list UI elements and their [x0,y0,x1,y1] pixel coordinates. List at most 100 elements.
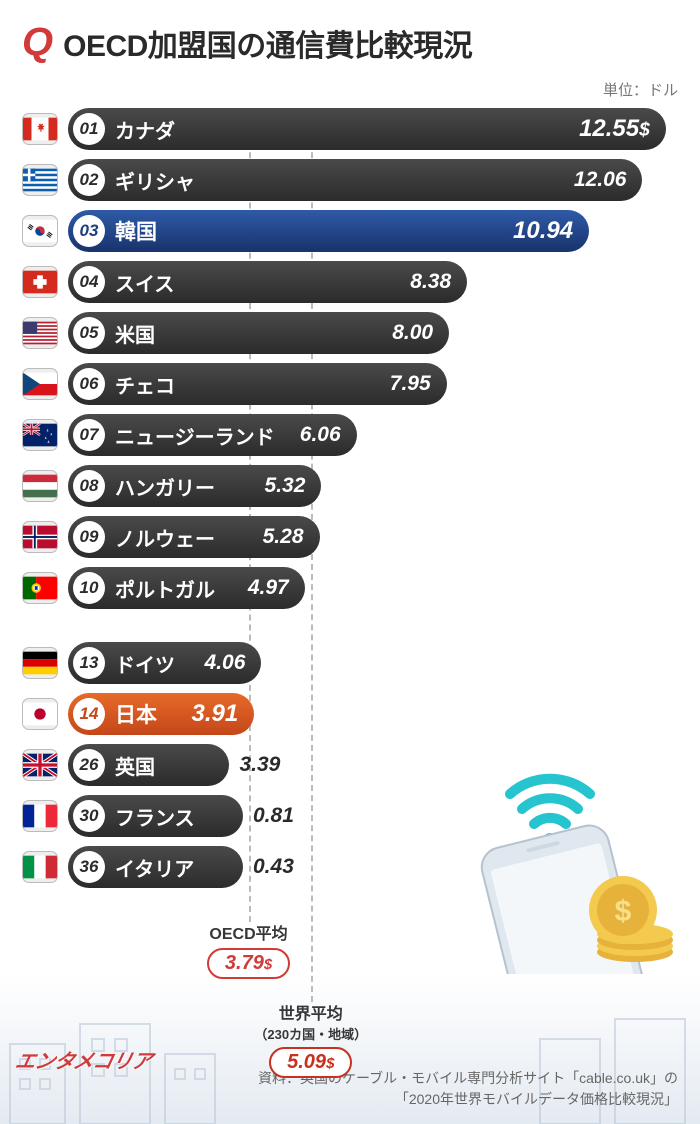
source-line-2: 「2020年世界モバイルデータ価格比較現況」 [258,1089,678,1110]
flag-icon [22,215,58,247]
value-label: 12.55$ [579,115,650,143]
country-label: イタリア [115,853,194,882]
flag-icon [22,266,58,298]
rank-badge: 04 [73,266,105,298]
world-average-box: 世界平均（230カ国・地域）5.09$ [251,1006,371,1078]
rank-number: 36 [80,857,99,877]
q-icon: Q [22,20,53,65]
rank-badge: 30 [73,800,105,832]
bar: 03 韓国 10.94 [68,210,589,252]
rank-badge: 36 [73,851,105,883]
value-label: 8.00 [392,321,433,345]
chart-row: 0.43 36 イタリア [22,846,678,888]
unit-label: 単位：ドル [22,79,678,100]
country-label: 英国 [115,751,155,780]
rank-badge: 09 [73,521,105,553]
bar: 36 イタリア [68,846,243,888]
value-label: 10.94 [513,217,573,245]
value-label: 0.81 [253,804,294,828]
bar: 09 ノルウェー 5.28 [68,516,320,558]
value-label: 5.28 [263,525,304,549]
chart-row: 07 ニュージーランド 6.06 [22,414,678,456]
flag-icon [22,317,58,349]
flag-icon [22,572,58,604]
flag-icon [22,851,58,883]
svg-text:$: $ [615,895,632,928]
bar: 10 ポルトガル 4.97 [68,567,305,609]
country-label: ギリシャ [115,166,195,195]
rank-badge: 05 [73,317,105,349]
value-label: 5.32 [265,474,306,498]
flag-icon [22,647,58,679]
country-label: ハンガリー [115,472,215,501]
flag-icon [22,419,58,451]
bar: 01 カナダ 12.55$ [68,108,666,150]
brand-logo: エンタメコリア [13,1045,155,1074]
bar: 13 ドイツ 4.06 [68,642,261,684]
chart-row: 3.39 26 英国 [22,744,678,786]
rank-number: 13 [80,653,99,673]
value-label: 12.06 [574,168,627,192]
country-label: ノルウェー [115,523,215,552]
country-label: ドイツ [115,649,175,678]
bar-chart: 01 カナダ 12.55$ 02 ギリシャ 12.06 03 韓国 10.94 04スイス8.38… [22,108,678,888]
avg-value-pill: 3.79$ [207,948,290,979]
value-label: 0.43 [253,855,294,879]
flag-icon [22,164,58,196]
rank-badge: 07 [73,419,105,451]
value-label: 6.06 [300,423,341,447]
chart-row: 13 ドイツ 4.06 [22,642,678,684]
rank-badge: 06 [73,368,105,400]
rank-number: 09 [80,527,99,547]
avg-title: OECD平均 [189,926,309,944]
rank-badge: 03 [73,215,105,247]
bar: 04スイス8.38 [68,261,467,303]
rank-badge: 10 [73,572,105,604]
value-label: 4.97 [248,576,289,600]
oecd-average-box: OECD平均 3.79$ [189,926,309,979]
value-label: 7.95 [390,372,431,396]
flag-icon [22,113,58,145]
rank-badge: 08 [73,470,105,502]
country-label: ニュージーランド [115,421,275,450]
flag-icon [22,698,58,730]
flag-icon [22,800,58,832]
rank-badge: 26 [73,749,105,781]
avg-value-pill: 5.09$ [269,1047,352,1078]
chart-row: 04スイス8.38 [22,261,678,303]
value-label: 3.39 [239,753,280,777]
country-label: ポルトガル [115,574,215,603]
bar: 07 ニュージーランド 6.06 [68,414,357,456]
chart-row: 08 ハンガリー 5.32 [22,465,678,507]
bar: 14日本3.91 [68,693,254,735]
flag-icon [22,470,58,502]
chart-row: 05 米国 8.00 [22,312,678,354]
rank-number: 14 [80,704,99,724]
rank-number: 02 [80,170,99,190]
rank-number: 04 [80,272,99,292]
country-label: 日本 [115,699,157,729]
rank-number: 05 [80,323,99,343]
value-label: 8.38 [410,270,451,294]
avg-subtitle: （230カ国・地域） [251,1024,371,1043]
rank-badge: 02 [73,164,105,196]
chart-row: 01 カナダ 12.55$ [22,108,678,150]
country-label: チェコ [115,370,175,399]
country-label: 米国 [115,319,155,348]
chart-row: 02 ギリシャ 12.06 [22,159,678,201]
rank-number: 10 [80,578,99,598]
chart-row: 03 韓国 10.94 [22,210,678,252]
rank-number: 26 [80,755,99,775]
rank-number: 06 [80,374,99,394]
country-label: 韓国 [115,216,157,246]
chart-row: 09 ノルウェー 5.28 [22,516,678,558]
bar: 05 米国 8.00 [68,312,449,354]
rank-badge: 13 [73,647,105,679]
rank-badge: 01 [73,113,105,145]
country-label: カナダ [115,115,175,144]
rank-number: 07 [80,425,99,445]
rank-number: 08 [80,476,99,496]
chart-row: 10 ポルトガル 4.97 [22,567,678,609]
value-label: 4.06 [205,651,246,675]
flag-icon [22,749,58,781]
